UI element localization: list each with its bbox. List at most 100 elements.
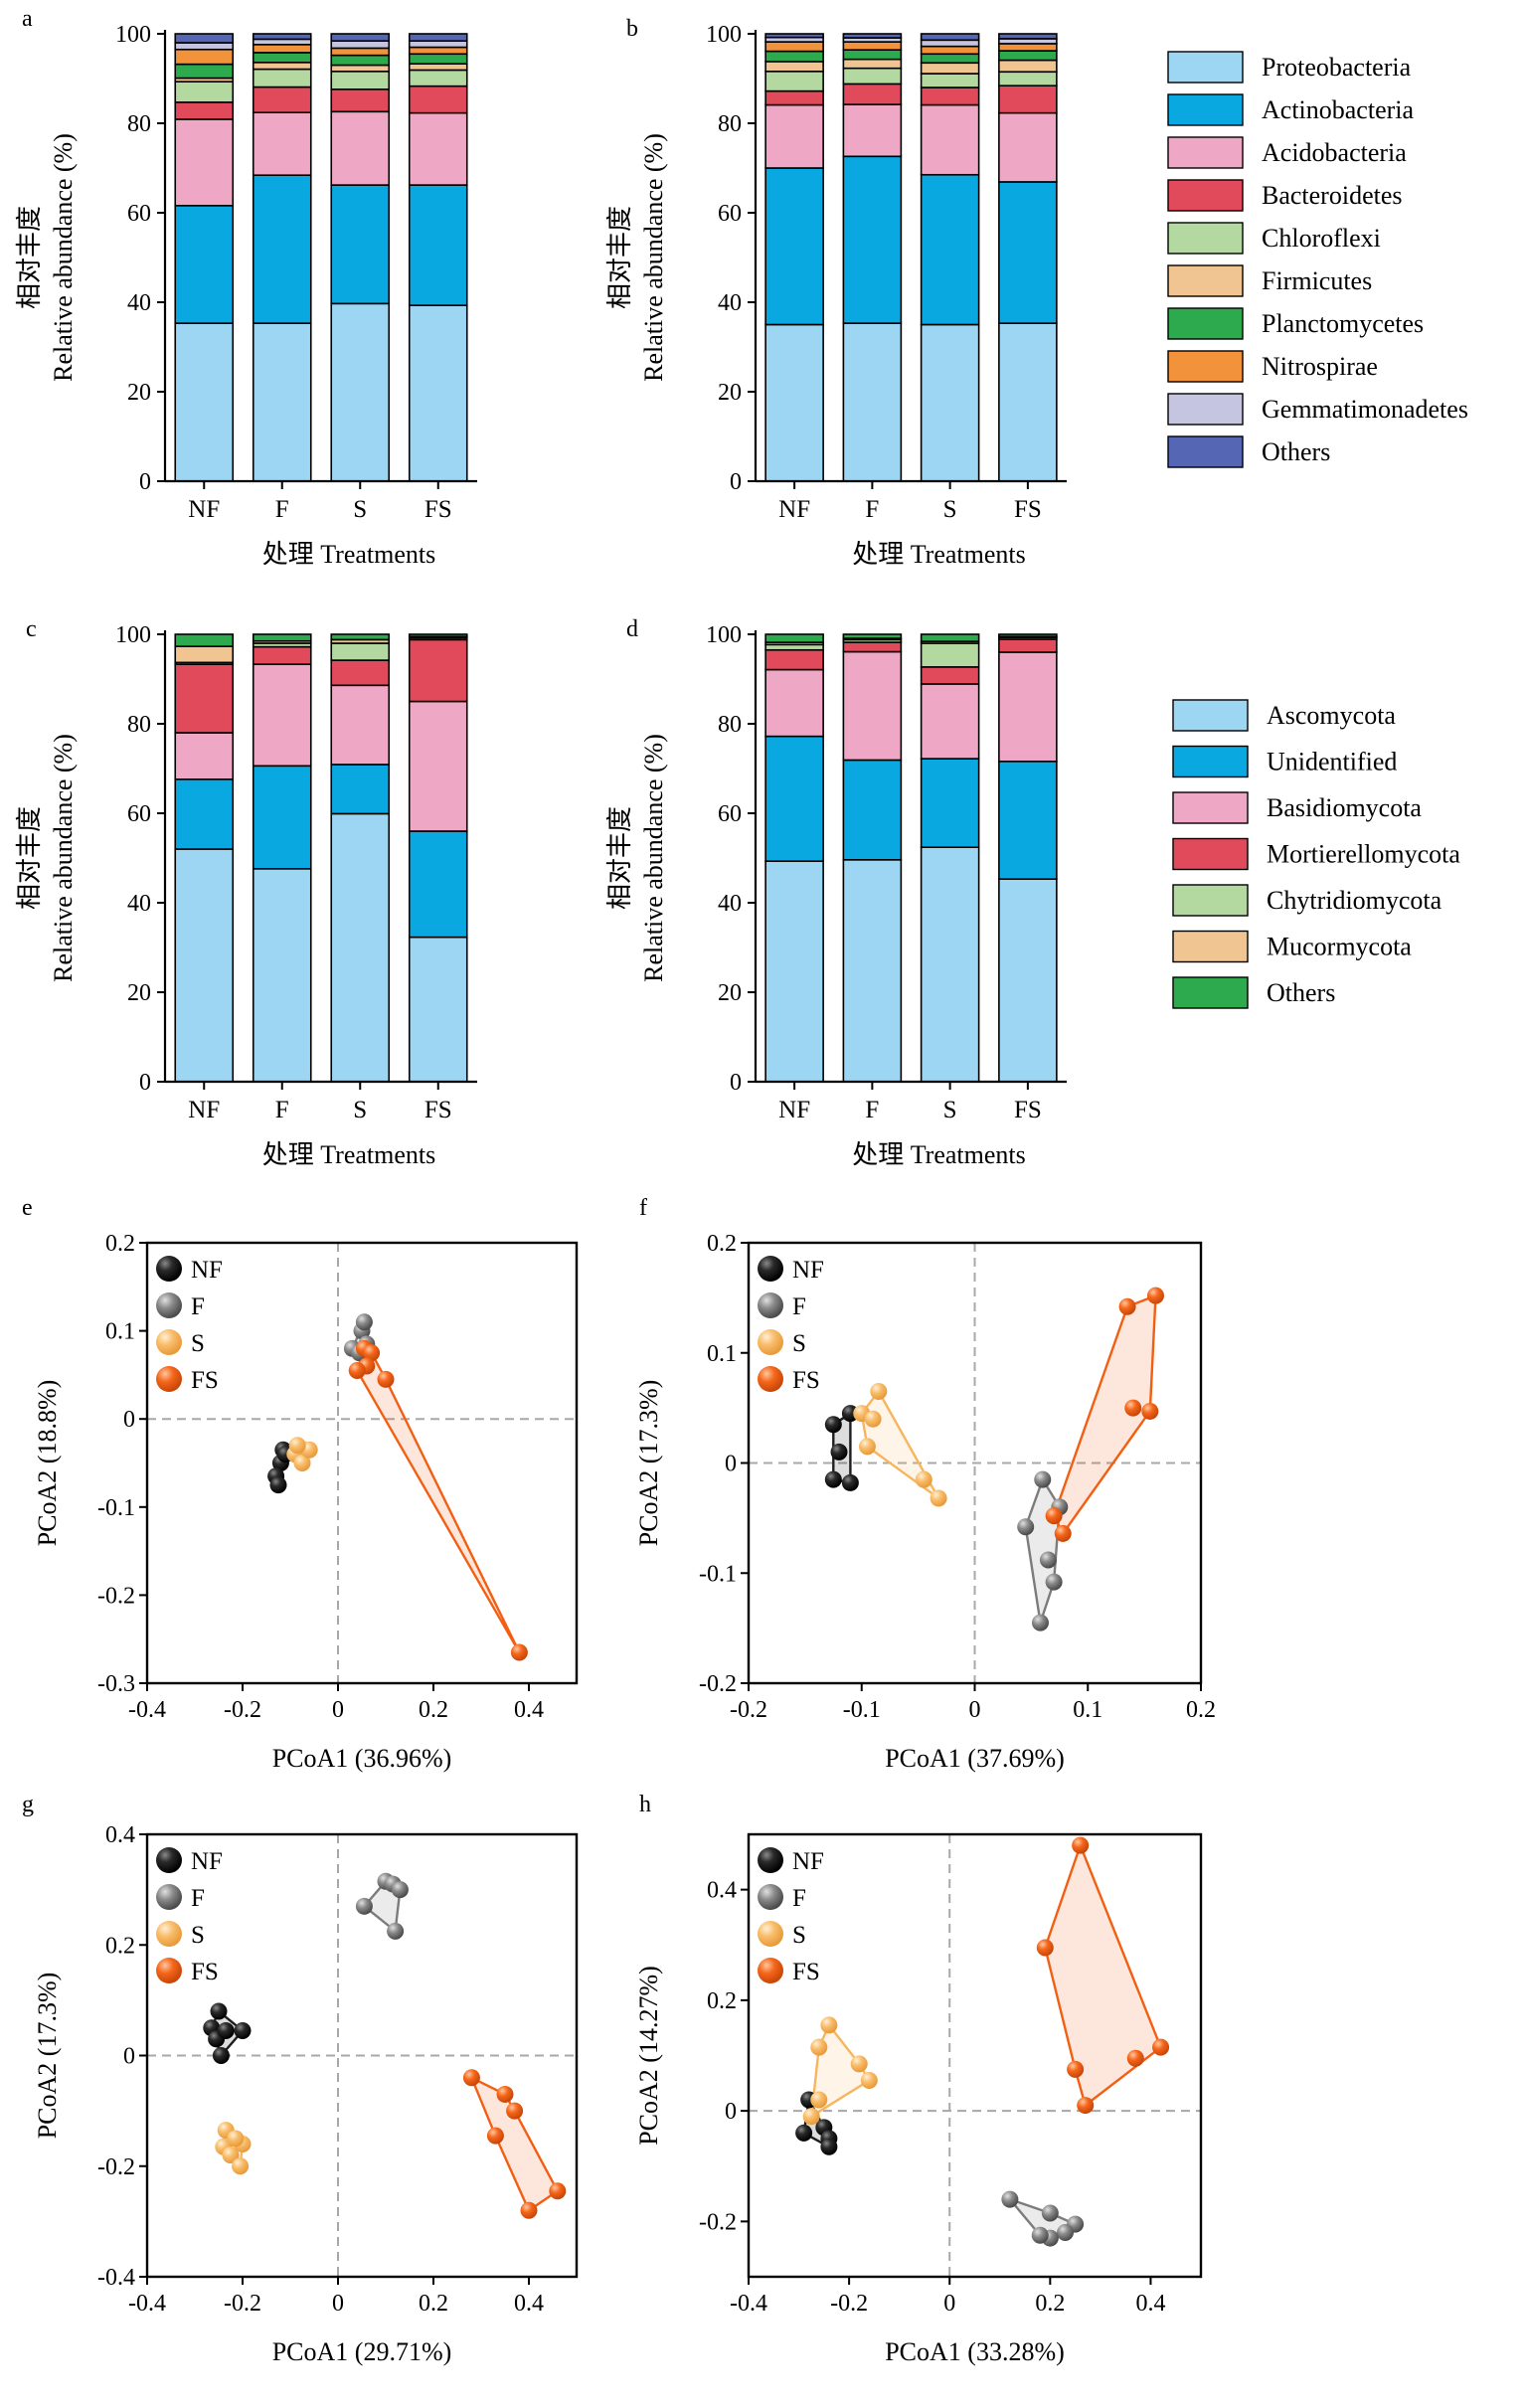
bar-segment-F-Nitrospirae (842, 41, 903, 51)
x-axis-title: PCoA1 (36.96%) (272, 1744, 452, 1773)
legend-label-S: S (792, 1922, 806, 1949)
plot-frame (747, 1832, 1203, 2279)
bar-segment-F-Others (842, 633, 903, 639)
bar-segment-FS-Basidiomycota (998, 651, 1058, 763)
bar-segment-NF-Nitrospirae (174, 48, 235, 66)
y-tick-label: 0.2 (105, 1933, 135, 1959)
legend-swatch-Ascomycota (1172, 699, 1249, 732)
x-tick-label: NF (778, 496, 810, 523)
legend-swatch-Firmicutes (1167, 264, 1244, 297)
bar-segment-S-Nitrospirae (920, 45, 980, 56)
bar-segment-S-Chloroflexi (920, 73, 980, 88)
point-FS (496, 2085, 514, 2103)
legend-marker-S (758, 1329, 783, 1355)
x-tick-label: NF (188, 1097, 220, 1123)
x-tick-label: F (275, 1097, 289, 1123)
bar-segment-S-Chloroflexi (330, 71, 391, 90)
point-S (222, 2147, 240, 2164)
y-tick-label: 0 (730, 469, 742, 495)
x-tick-label: F (865, 496, 879, 523)
bar-segment-FS-Others (998, 33, 1058, 40)
legend-label-NF: NF (191, 1257, 223, 1284)
x-tick-label: F (275, 496, 289, 523)
y-tick-label: 100 (706, 622, 742, 648)
y-tick-label: 20 (718, 980, 742, 1006)
bar-segment-FS-Mortierellomycota (998, 638, 1058, 653)
y-tick-label: -0.2 (699, 1671, 737, 1697)
point-FS (486, 2127, 504, 2145)
legend-label-Mortierellomycota: Mortierellomycota (1267, 840, 1460, 869)
point-FS (377, 1370, 395, 1388)
bar-segment-F-Proteobacteria (842, 322, 903, 482)
bar-segment-F-Bacteroidetes (252, 86, 312, 114)
bar-segment-S-Ascomycota (920, 846, 980, 1083)
panel-label: b (626, 16, 638, 42)
legend-swatch-Bacteroidetes (1167, 179, 1244, 212)
bar-segment-S-Actinobacteria (330, 184, 391, 305)
legend-swatch-Mortierellomycota (1172, 837, 1249, 871)
bar-segment-NF-Chloroflexi (764, 71, 824, 92)
point-NF (212, 2047, 230, 2064)
x-tick-label: S (353, 496, 367, 523)
bar-segment-S-Mortierellomycota (920, 666, 980, 685)
y-axis-title: Relative abundance (%) (49, 734, 78, 982)
bar-segment-NF-Mortierellomycota (764, 648, 824, 671)
y-tick-label: 0 (139, 1070, 151, 1096)
legend-label-S: S (792, 1330, 806, 1357)
x-tick-label: 0.4 (514, 1697, 544, 1723)
point-S (870, 1383, 888, 1401)
panel-label: a (22, 6, 33, 32)
plot-area (749, 1834, 1201, 2277)
bar-segment-F-Nitrospirae (252, 43, 312, 54)
x-tick-label: 0.4 (1135, 2291, 1165, 2317)
bar-segment-FS-Unidentified (408, 830, 468, 939)
y-axis-title: PCoA2 (18.8%) (33, 1380, 62, 1547)
y-tick-label: 20 (127, 980, 151, 1006)
legend-marker-NF (758, 1847, 783, 1873)
legend-label-F: F (792, 1885, 806, 1912)
bar-segment-F-Firmicutes (842, 58, 903, 70)
x-tick-label: -0.2 (730, 1697, 767, 1723)
legend-marker-S (156, 1329, 182, 1355)
bar-segment-FS-Actinobacteria (408, 184, 468, 306)
legend-marker-F (156, 1292, 182, 1318)
y-tick-label: 0 (123, 1407, 135, 1433)
y-axis-title: PCoA2 (17.3%) (33, 1973, 62, 2140)
y-axis-title: Relative abundance (%) (639, 734, 668, 982)
y-axis-title-cn: 相对丰度 (605, 806, 634, 910)
x-tick-label: FS (424, 496, 452, 523)
legend-label-NF: NF (792, 1848, 824, 1875)
bar-segment-FS-Gemmatimonadetes (408, 40, 468, 49)
y-tick-label: 0.2 (105, 1231, 135, 1257)
y-tick-label: 80 (718, 712, 742, 738)
y-tick-label: 40 (718, 290, 742, 316)
bar-segment-F-Chloroflexi (252, 68, 312, 88)
x-tick-label: FS (424, 1097, 452, 1123)
legend-label-Others: Others (1267, 978, 1335, 1007)
plot-area (147, 1243, 577, 1683)
point-NF (830, 1443, 848, 1461)
bar-segment-S-Unidentified (330, 764, 391, 815)
x-tick-label: -0.1 (843, 1697, 881, 1723)
legend-swatch-Chytridiomycota (1172, 884, 1249, 917)
point-F (387, 1922, 405, 1940)
legend-label-FS: FS (191, 1959, 219, 1985)
point-FS (506, 2102, 524, 2120)
point-FS (1152, 2038, 1170, 2056)
bar-segment-FS-Acidobacteria (408, 111, 468, 186)
bar-segment-NF-Others (764, 633, 824, 643)
bar-segment-S-Ascomycota (330, 812, 391, 1083)
y-tick-label: 0.2 (707, 1231, 737, 1257)
legend-swatch-Mucormycota (1172, 930, 1249, 963)
bar-segment-F-Planctomycetes (252, 52, 312, 64)
bar-segment-F-Bacteroidetes (842, 83, 903, 105)
bar-segment-FS-Basidiomycota (408, 700, 468, 832)
point-NF (824, 1470, 842, 1488)
bar-segment-F-Others (252, 633, 312, 642)
point-S (858, 1438, 876, 1456)
bar-segment-S-Nitrospirae (330, 47, 391, 57)
y-tick-label: 0 (123, 2044, 135, 2070)
group-legend: NF FS FS (758, 1256, 824, 1394)
